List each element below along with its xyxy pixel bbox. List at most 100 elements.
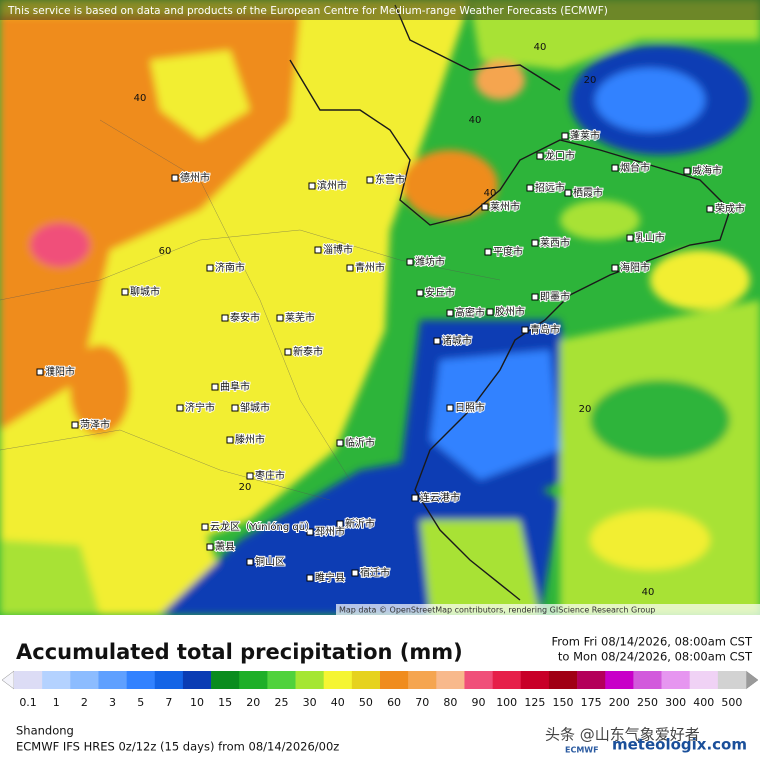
watermark: 头条 @山东气象爱好者 (545, 726, 700, 744)
colorbar-label: 100 (496, 696, 517, 709)
region: Shandong (16, 724, 74, 738)
colorbar-segment (689, 671, 719, 689)
notice: This service is based on data and produc… (7, 5, 608, 17)
colorbar-label: 2 (81, 696, 88, 709)
city-marker (336, 520, 344, 528)
colorbar-segment (633, 671, 662, 689)
colorbar-label: 50 (359, 696, 373, 709)
colorbar-segment (605, 671, 634, 689)
colorbar-segment (520, 671, 550, 689)
city-marker (276, 314, 284, 322)
city-marker (211, 383, 219, 391)
colorbar-segment (436, 671, 465, 689)
city-marker (346, 264, 354, 272)
city-marker (531, 239, 539, 247)
city-marker (706, 205, 714, 213)
colorbar-label: 90 (472, 696, 486, 709)
colorbar-label: 10 (190, 696, 204, 709)
colorbar-segment (154, 671, 184, 689)
colorbar-label: 200 (609, 696, 630, 709)
colorbar-label: 0.1 (19, 696, 37, 709)
city-label: 邳州市 (315, 525, 345, 538)
city-label: 濮阳市 (45, 365, 75, 378)
city-marker (611, 164, 619, 172)
city-marker (206, 264, 214, 272)
city-label: 淄博市 (323, 243, 353, 256)
city-label: 连云港市 (420, 491, 460, 504)
contour-label: 20 (239, 482, 252, 493)
city-marker (564, 189, 572, 197)
period-to: to Mon 08/24/2026, 08:00am CST (558, 650, 753, 664)
colorbar-label: 7 (165, 696, 172, 709)
city-label: 济宁市 (185, 401, 215, 414)
colorbar-label: 3 (109, 696, 116, 709)
city-marker (314, 246, 322, 254)
city-label: 新沂市 (345, 517, 375, 530)
colorbar-segment (42, 671, 71, 689)
city-marker (171, 174, 179, 182)
city-marker (433, 337, 441, 345)
contour-label: 40 (469, 115, 482, 126)
city-marker (561, 132, 569, 140)
city-marker (336, 439, 344, 447)
city-marker (221, 314, 229, 322)
city-label: 聊城市 (130, 285, 160, 298)
city-label: 莱芜市 (285, 311, 315, 324)
city-marker (226, 436, 234, 444)
city-marker (306, 528, 314, 536)
colorbar-label: 20 (246, 696, 260, 709)
city-marker (481, 203, 489, 211)
city-label: 铜山区 (255, 556, 285, 568)
city-label: 临沂市 (345, 436, 375, 449)
contour-label: 20 (584, 75, 597, 86)
city-marker (206, 543, 214, 551)
colorbar-label: 250 (637, 696, 658, 709)
city-label: 高密市 (455, 306, 485, 319)
colorbar-segment (548, 671, 578, 689)
city-marker (176, 404, 184, 412)
colorbar-segment (182, 671, 212, 689)
colorbar-label: 150 (553, 696, 574, 709)
city-marker (611, 264, 619, 272)
city-label: 滕州市 (235, 433, 265, 446)
city-marker (284, 348, 292, 356)
contour-label: 60 (159, 246, 172, 257)
colorbar-label: 25 (274, 696, 288, 709)
city-label: 枣庄市 (255, 469, 285, 482)
contour-label: 40 (534, 42, 547, 53)
city-label: 云龙区（Yúnlóng qū） (210, 520, 315, 533)
colorbar-label: 125 (524, 696, 545, 709)
colorbar-label: 500 (721, 696, 742, 709)
city-label: 济南市 (215, 261, 245, 274)
city-label: 东营市 (375, 173, 405, 186)
city-label: 青州市 (355, 261, 385, 274)
city-marker (683, 167, 691, 175)
city-label: 莱西市 (540, 236, 570, 249)
city-label: 新泰市 (293, 345, 323, 358)
city-label: 即墨市 (540, 290, 570, 303)
city-label: 菏泽市 (80, 418, 110, 431)
colorbar-label: 300 (665, 696, 686, 709)
city-label: 莱州市 (490, 200, 520, 213)
city-marker (446, 309, 454, 317)
colorbar-segment (267, 671, 296, 689)
colorbar-label: 1 (53, 696, 60, 709)
colorbar-label: 80 (443, 696, 457, 709)
city-marker (416, 289, 424, 297)
city-label: 宿迁市 (360, 566, 390, 579)
city-label: 龙口市 (545, 149, 575, 162)
colorbar-segment (211, 671, 240, 689)
city-marker (406, 258, 414, 266)
legend-title: Accumulated total precipitation (mm) (16, 640, 463, 664)
colorbar-label: 60 (387, 696, 401, 709)
city-label: 招远市 (535, 181, 565, 194)
city-marker (484, 248, 492, 256)
city-label: 烟台市 (620, 161, 650, 174)
attribution: Map data © OpenStreetMap contributors, r… (339, 606, 655, 615)
colorbar-segment (380, 671, 409, 689)
city-label: 青岛市 (530, 323, 560, 336)
colorbar-segment (577, 671, 606, 689)
